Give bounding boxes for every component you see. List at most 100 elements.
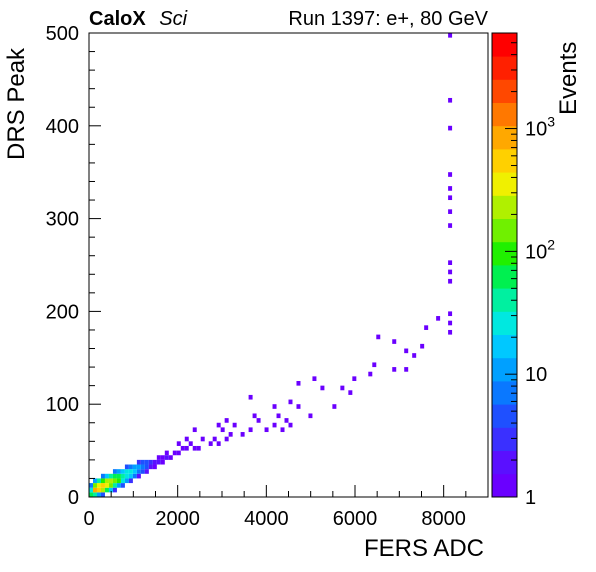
- heatmap-cell: [448, 329, 453, 335]
- heatmap-cell: [144, 469, 149, 474]
- heatmap-cell: [412, 353, 417, 358]
- heatmap-cell: [128, 469, 133, 474]
- palette-segment: [492, 334, 517, 359]
- heatmap-cell: [112, 487, 117, 493]
- heatmap-cell: [308, 413, 313, 419]
- palette-segment: [492, 473, 517, 498]
- x-tick-label: 0: [83, 508, 94, 530]
- heatmap-cell: [348, 390, 353, 395]
- heatmap-cell: [216, 422, 221, 428]
- heatmap-cell: [448, 125, 453, 131]
- heatmap-cell: [188, 441, 193, 446]
- heatmap-cell: [184, 445, 189, 451]
- palette-segment: [492, 311, 517, 335]
- heatmap-cell: [248, 427, 253, 433]
- heatmap-cell: [280, 427, 285, 433]
- heatmap-cell: [120, 478, 125, 484]
- heatmap-cell: [248, 394, 253, 400]
- heatmap-cell: [132, 473, 137, 479]
- heatmap-cell: [144, 459, 149, 465]
- heatmap-cell: [96, 483, 101, 488]
- heatmap-cell: [144, 464, 149, 470]
- heatmap-cell: [112, 478, 117, 484]
- heatmap-cell: [256, 418, 261, 423]
- heatmap-cell: [392, 367, 397, 372]
- heatmap-cell: [176, 441, 181, 446]
- heatmap-cell: [92, 487, 97, 493]
- palette-segment: [492, 33, 517, 57]
- heatmap-cell: [120, 473, 125, 479]
- palette-segment: [492, 288, 517, 312]
- heatmap-cell: [116, 478, 121, 484]
- heatmap-cell: [152, 464, 157, 470]
- palette-segment: [492, 102, 517, 127]
- heatmap-cell: [108, 478, 113, 484]
- run-label: Run 1397: e+, 80 GeV: [288, 8, 488, 30]
- heatmap-cell: [100, 478, 105, 484]
- heatmap-cell: [192, 445, 197, 451]
- heatmap-cell: [192, 427, 197, 433]
- heatmap-cell: [368, 371, 373, 377]
- heatmap-cell: [92, 478, 97, 484]
- heatmap-cell: [196, 445, 201, 451]
- heatmap-cell: [448, 33, 453, 38]
- title-bold: CaloX: [89, 8, 146, 30]
- heatmap-cell: [288, 399, 293, 405]
- palette-segment: [492, 381, 517, 405]
- heatmap-cell: [112, 483, 117, 488]
- heatmap-cell: [372, 362, 377, 368]
- palette-segment: [492, 149, 517, 173]
- heatmap-cell: [160, 459, 165, 465]
- x-tick-label: 4000: [244, 508, 289, 530]
- palette-segment: [492, 125, 517, 150]
- heatmap-cell: [100, 473, 105, 479]
- heatmap-cell: [120, 469, 125, 474]
- chart-title: CaloX Sci: [89, 8, 188, 30]
- y-tick-label: 0: [68, 487, 79, 509]
- z-tick-label: 103: [525, 114, 555, 141]
- palette-segment: [492, 172, 517, 196]
- palette-segment: [492, 265, 517, 289]
- heatmap-cell: [108, 483, 113, 488]
- heatmap-cell: [89, 483, 93, 488]
- color-palette: [492, 33, 517, 498]
- heatmap-cell: [96, 492, 101, 497]
- heatmap-cell: [320, 385, 325, 391]
- palette-frame: [491, 32, 518, 498]
- heatmap-cell: [392, 339, 397, 344]
- palette-segment: [492, 450, 517, 475]
- heatmap-cell: [272, 422, 277, 428]
- heatmap-cell: [340, 385, 345, 391]
- heatmap-cell: [312, 376, 317, 381]
- heatmap-cell: [136, 459, 141, 465]
- heatmap-cell: [120, 483, 125, 488]
- palette-segment: [492, 218, 517, 243]
- heatmap-cell: [160, 455, 165, 460]
- heatmap-cell: [104, 483, 109, 488]
- heatmap-cell: [148, 459, 153, 465]
- heatmap-cell: [448, 320, 453, 326]
- x-axis-label: FERS ADC: [364, 535, 484, 562]
- y-tick-label: 200: [46, 301, 79, 323]
- heatmap-cell: [288, 422, 293, 428]
- heatmap-cell: [140, 464, 145, 470]
- y-tick-label: 500: [46, 23, 79, 45]
- heatmap-cell: [448, 223, 453, 228]
- z-axis-label: Events: [555, 42, 582, 115]
- heatmap-cell: [140, 459, 145, 465]
- heatmap-cell: [128, 464, 133, 470]
- heatmap-cell: [136, 473, 141, 479]
- heatmap-cell: [448, 172, 453, 177]
- y-axis-label: DRS Peak: [3, 47, 30, 160]
- title-italic: Sci: [159, 8, 187, 30]
- heatmap-cell: [232, 422, 237, 428]
- heatmap-cell: [136, 464, 141, 470]
- heatmap-cell: [140, 469, 145, 474]
- heatmap-cell: [184, 436, 189, 442]
- heatmap-cell: [164, 455, 169, 460]
- heatmap-cell: [212, 436, 217, 442]
- heatmap-cell: [148, 464, 153, 470]
- heatmap-cell: [96, 478, 101, 484]
- heatmap-cell: [448, 278, 453, 284]
- heatmap-cell: [352, 376, 357, 381]
